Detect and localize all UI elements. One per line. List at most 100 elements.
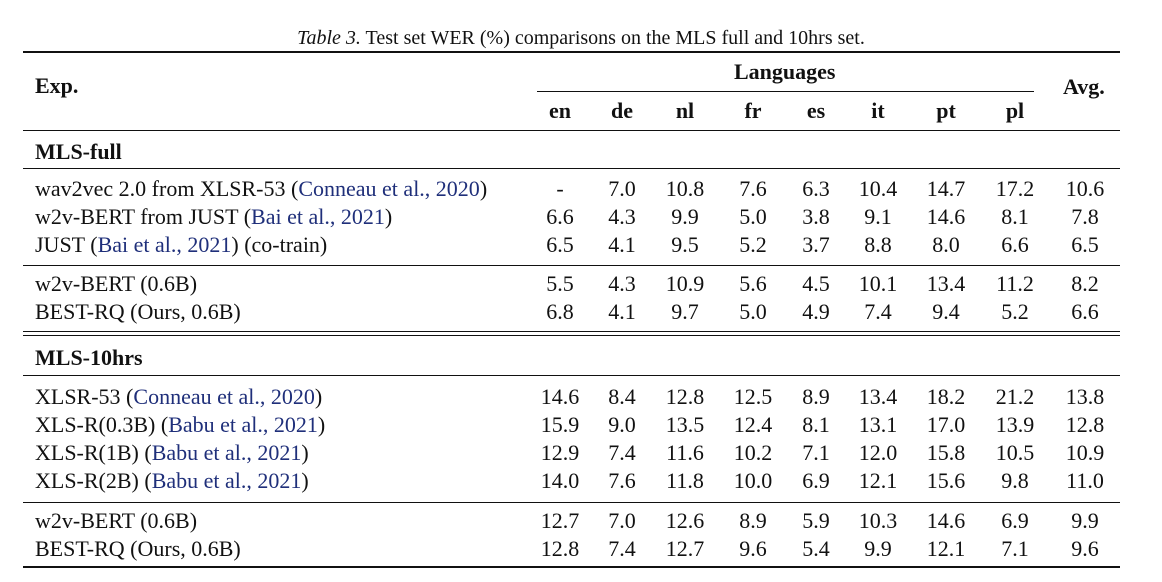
row-label-text: BEST-RQ (Ours, 0.6B)	[35, 299, 241, 324]
caption-label: Table 3.	[297, 27, 361, 49]
wer-cell-fr: 5.0	[739, 204, 767, 229]
wer-cell-nl: 12.6	[665, 508, 705, 533]
wer-cell-nl: 11.8	[666, 468, 704, 493]
wer-cell-es: 8.1	[802, 412, 830, 437]
wer-cell-pt: 14.6	[926, 204, 966, 229]
wer-cell-pl: 17.2	[995, 176, 1035, 201]
wer-cell-it: 7.4	[864, 299, 892, 324]
row-label-text: w2v-BERT (0.6B)	[35, 271, 198, 296]
wer-cell-de: 4.1	[608, 232, 636, 257]
row-label-text: w2v-BERT (0.6B)	[35, 508, 198, 533]
wer-cell-de: 8.4	[608, 384, 636, 409]
header-lang-fr: fr	[744, 98, 762, 123]
header-lang-de: de	[611, 98, 633, 123]
row-label-text: JUST (	[35, 232, 98, 257]
wer-cell-pt: 13.4	[926, 271, 966, 296]
row-label: BEST-RQ (Ours, 0.6B)	[35, 299, 241, 325]
wer-cell-pl: 11.2	[996, 271, 1034, 296]
row-label-suffix: )	[384, 204, 393, 229]
wer-cell-pl: 5.2	[1001, 299, 1029, 324]
wer-cell-es: 5.9	[802, 508, 830, 533]
wer-cell-fr: 7.6	[739, 176, 767, 201]
row-label: w2v-BERT (0.6B)	[35, 508, 197, 534]
section-title: MLS-10hrs	[35, 345, 143, 370]
wer-cell-it: 9.1	[864, 204, 892, 229]
row-label-text: BEST-RQ (Ours, 0.6B)	[35, 536, 241, 561]
wer-cell-nl: 13.5	[665, 412, 705, 437]
wer-cell-pl: 13.9	[995, 412, 1035, 437]
wer-cell-pt: 17.0	[926, 412, 966, 437]
row-label-text: XLS-R(1B) (	[35, 440, 152, 465]
row-label: XLS-R(2B) (Babu et al., 2021)	[35, 468, 309, 494]
wer-cell-nl: 9.5	[671, 232, 699, 257]
wer-cell-fr: 10.0	[733, 468, 773, 493]
group-rule	[23, 265, 1120, 266]
citation-link[interactable]: Babu et al., 2021	[151, 440, 302, 465]
group-rule	[23, 502, 1120, 503]
row-label: XLS-R(1B) (Babu et al., 2021)	[35, 440, 309, 466]
wer-cell-de: 9.0	[608, 412, 636, 437]
wer-cell-pt: 15.6	[926, 468, 966, 493]
row-label-text: w2v-BERT from JUST (	[35, 204, 252, 229]
wer-cell-pt: 18.2	[926, 384, 966, 409]
row-label-suffix: ) (co-train)	[231, 232, 328, 257]
citation-link[interactable]: Conneau et al., 2020	[298, 176, 480, 201]
wer-cell-fr: 5.0	[739, 299, 767, 324]
wer-cell-en: 12.9	[540, 440, 580, 465]
wer-cell-pt: 9.4	[932, 299, 960, 324]
wer-cell-nl: 10.9	[665, 271, 705, 296]
wer-cell-pt: 14.7	[926, 176, 966, 201]
wer-cell-en: 14.6	[540, 384, 580, 409]
header-avg: Avg.	[1063, 74, 1105, 99]
wer-cell-nl: 9.9	[671, 204, 699, 229]
wer-cell-en: 6.6	[546, 204, 574, 229]
wer-cell-it: 10.1	[858, 271, 898, 296]
row-label-text: XLS-R(0.3B) (	[35, 412, 169, 437]
wer-cell-es: 8.9	[802, 384, 830, 409]
row-label: XLS-R(0.3B) (Babu et al., 2021)	[35, 412, 325, 438]
row-label-suffix: )	[317, 412, 326, 437]
wer-cell-avg: 8.2	[1071, 271, 1099, 296]
section-rule	[23, 168, 1120, 169]
wer-cell-it: 8.8	[864, 232, 892, 257]
wer-cell-es: 5.4	[802, 536, 830, 561]
wer-cell-pl: 6.6	[1001, 232, 1029, 257]
wer-cell-pl: 21.2	[995, 384, 1035, 409]
header-lang-it: it	[871, 98, 885, 123]
wer-cell-pl: 7.1	[1001, 536, 1029, 561]
wer-cell-fr: 9.6	[739, 536, 767, 561]
languages-underline	[537, 91, 1034, 92]
header-languages: Languages	[734, 59, 836, 84]
citation-link[interactable]: Bai et al., 2021	[251, 204, 385, 229]
wer-cell-it: 9.9	[864, 536, 892, 561]
wer-cell-nl: 11.6	[666, 440, 704, 465]
header-lang-nl: nl	[675, 98, 695, 123]
citation-link[interactable]: Bai et al., 2021	[97, 232, 232, 257]
wer-cell-avg: 6.5	[1071, 232, 1099, 257]
wer-cell-es: 6.3	[802, 176, 830, 201]
table-caption: Table 3. Test set WER (%) comparisons on…	[0, 27, 1162, 50]
citation-link[interactable]: Babu et al., 2021	[151, 468, 302, 493]
wer-cell-fr: 5.6	[739, 271, 767, 296]
wer-cell-de: 7.6	[608, 468, 636, 493]
wer-cell-it: 10.3	[858, 508, 898, 533]
header-lang-es: es	[806, 98, 826, 123]
wer-cell-en: 14.0	[540, 468, 580, 493]
wer-cell-de: 7.4	[608, 536, 636, 561]
header-lang-en: en	[549, 98, 571, 123]
wer-cell-it: 12.0	[858, 440, 898, 465]
citation-link[interactable]: Babu et al., 2021	[168, 412, 318, 437]
wer-cell-fr: 12.5	[733, 384, 773, 409]
row-label: wav2vec 2.0 from XLSR-53 (Conneau et al.…	[35, 176, 487, 202]
wer-cell-avg: 13.8	[1065, 384, 1105, 409]
wer-cell-de: 7.0	[608, 176, 636, 201]
wer-cell-pt: 14.6	[926, 508, 966, 533]
section-rule	[23, 375, 1120, 376]
row-label: w2v-BERT from JUST (Bai et al., 2021)	[35, 204, 392, 230]
row-label: w2v-BERT (0.6B)	[35, 271, 197, 297]
wer-cell-es: 3.8	[802, 204, 830, 229]
header-exp: Exp.	[35, 73, 79, 98]
citation-link[interactable]: Conneau et al., 2020	[133, 384, 315, 409]
wer-cell-es: 7.1	[802, 440, 830, 465]
wer-cell-pl: 8.1	[1001, 204, 1029, 229]
